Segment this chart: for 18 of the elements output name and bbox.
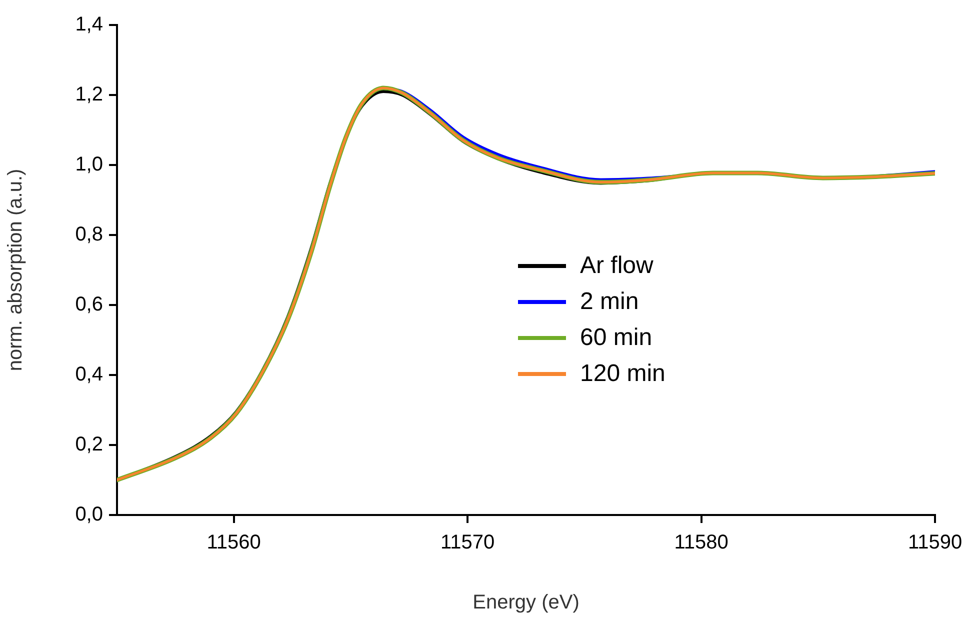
y-axis-title: norm. absorption (a.u.) [4, 168, 27, 372]
legend-label: 120 min [580, 360, 666, 388]
y-tick-label: 0,2 [75, 434, 103, 456]
y-tick-label: 1,0 [75, 154, 103, 176]
y-tick-label: 0,4 [75, 364, 103, 386]
x-tick-label: 11560 [206, 532, 261, 554]
legend-label: 2 min [580, 288, 639, 316]
y-tick-label: 0,8 [75, 224, 103, 246]
y-tick-label: 1,4 [75, 14, 103, 36]
x-tick-label: 11580 [674, 532, 728, 554]
legend-label: 60 min [580, 324, 652, 352]
y-tick-label: 0,6 [75, 294, 103, 316]
legend-label: Ar flow [580, 252, 654, 280]
x-tick-label: 11590 [908, 532, 962, 554]
x-axis-title: Energy (eV) [472, 592, 580, 614]
x-tick-label: 11570 [440, 532, 495, 554]
y-tick-label: 0,0 [75, 504, 103, 526]
y-tick-label: 1,2 [75, 84, 103, 106]
